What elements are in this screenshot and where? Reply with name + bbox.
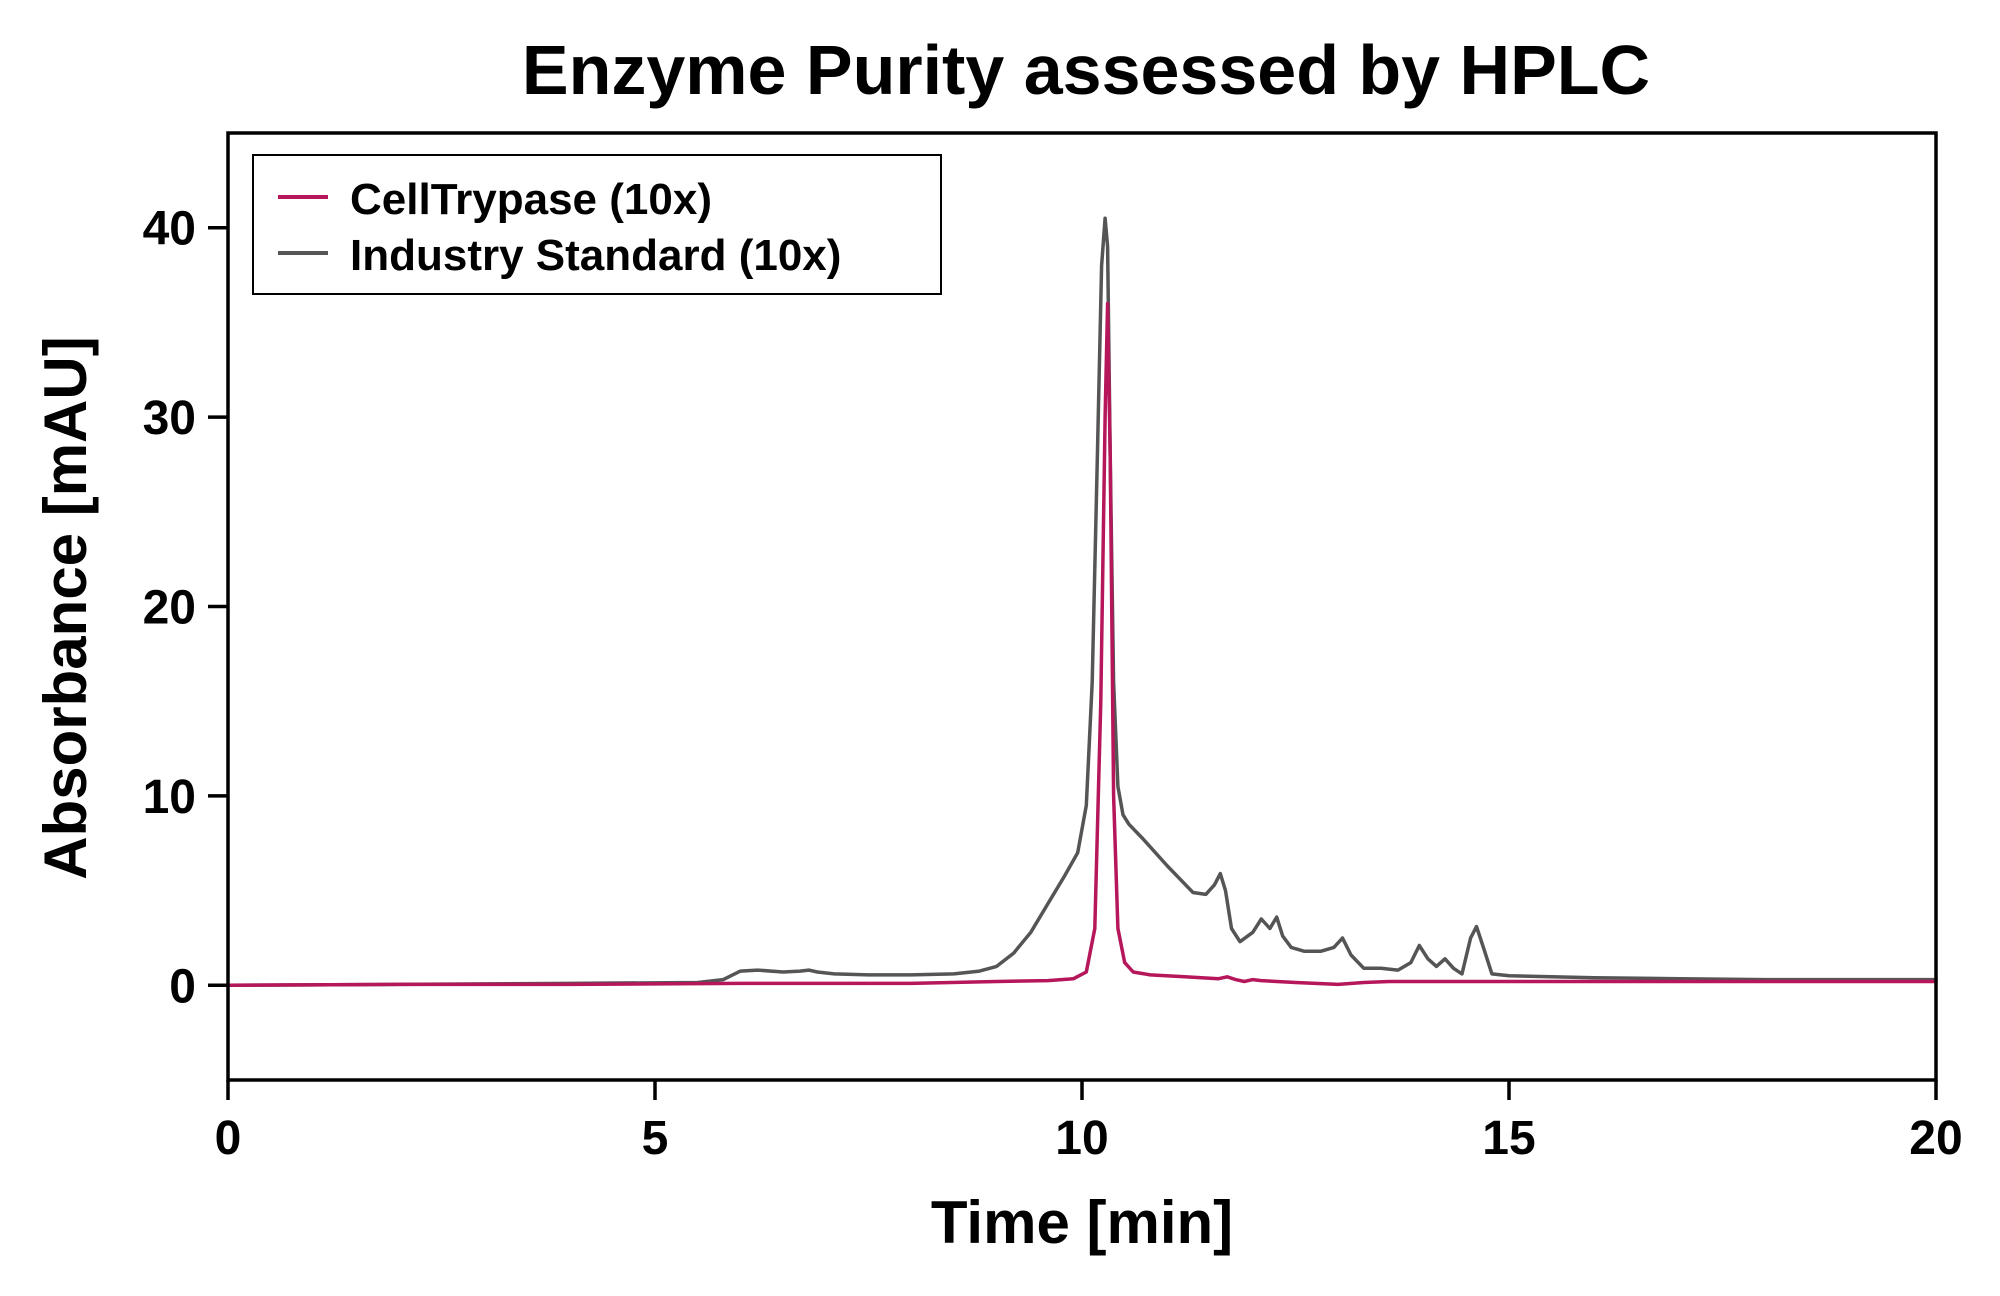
legend-box	[252, 154, 942, 295]
x-axis-label: Time [min]	[931, 1189, 1233, 1256]
x-tick-label: 15	[1482, 1112, 1535, 1165]
series-line-industry-standard	[226, 216, 1938, 988]
x-tick-label: 5	[642, 1112, 669, 1165]
x-axis: 0 5 10 15 20	[215, 1080, 1963, 1165]
x-tick-label: 10	[1055, 1112, 1108, 1165]
series-line-celltrypase	[226, 301, 1938, 988]
y-axis: 0 10 20 30 40	[143, 203, 228, 1013]
legend: CellTrypase (10x) Industry Standard (10x)	[252, 154, 942, 295]
y-tick-label: 0	[169, 960, 196, 1013]
x-tick-label: 0	[215, 1112, 242, 1165]
plot-area	[226, 216, 1938, 988]
legend-label: Industry Standard (10x)	[350, 231, 841, 280]
y-tick-label: 30	[143, 392, 196, 445]
y-axis-label: Absorbance [mAU]	[32, 336, 99, 879]
y-tick-label: 40	[143, 203, 196, 256]
y-tick-label: 20	[143, 582, 196, 635]
x-tick-label: 20	[1909, 1112, 1962, 1165]
chart-title: Enzyme Purity assessed by HPLC	[522, 31, 1650, 109]
y-tick-label: 10	[143, 771, 196, 824]
legend-label: CellTrypase (10x)	[350, 175, 712, 224]
